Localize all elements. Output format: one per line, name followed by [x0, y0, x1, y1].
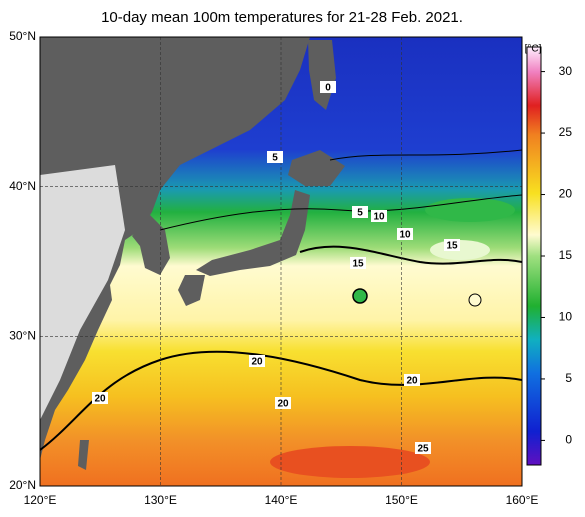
contour-label-box — [275, 397, 291, 409]
contour-label: 15 — [352, 259, 364, 270]
contour-label-box — [92, 392, 108, 404]
colorbar-tick-label: 30 — [559, 64, 573, 78]
contour-label-box — [320, 81, 336, 93]
kyushu — [178, 275, 205, 306]
lat-tick-label: 20°N — [9, 478, 36, 492]
axes: 120°E 130°E 140°E 150°E 160°E 20°N 30°N 40°N 50°… — [9, 29, 572, 507]
green-patch — [425, 198, 515, 222]
contour-label: 15 — [446, 241, 458, 252]
contour-label-box — [350, 257, 366, 269]
colorbar-unit: [°C] — [525, 44, 542, 55]
mainland — [40, 37, 310, 460]
contour-label-box — [404, 374, 420, 386]
contour-label: 20 — [406, 376, 418, 387]
map-area — [40, 37, 522, 486]
contour-label: 20 — [251, 357, 263, 368]
hokkaido — [288, 150, 345, 186]
contour-label: 5 — [272, 153, 278, 164]
contour-label: 10 — [399, 230, 411, 241]
contour-line — [299, 245, 522, 265]
taiwan — [78, 440, 89, 470]
map-frame — [39, 36, 523, 487]
colorbar-tick-label: 0 — [565, 433, 572, 447]
contour-line — [159, 194, 522, 231]
lat-tick-label: 40°N — [9, 179, 36, 193]
contour-label: 20 — [94, 394, 106, 405]
lon-tick-label: 130°E — [144, 493, 177, 507]
lat-tick-label: 50°N — [9, 29, 36, 43]
lon-tick-label: 140°E — [265, 493, 298, 507]
colorbar-tick-label: 25 — [559, 125, 573, 139]
title: 10-day mean 100m temperatures for 21-28 … — [101, 9, 463, 26]
colorbar-tick-label: 15 — [559, 248, 573, 262]
eddy — [468, 293, 482, 307]
contour-label-box — [267, 151, 283, 163]
contour-label-box — [444, 239, 460, 251]
contour-labels: 0 5 5 10 10 15 15 20 20 20 20 25 — [92, 81, 460, 455]
lon-tick-label: 120°E — [24, 493, 57, 507]
contour-label-box — [415, 442, 431, 454]
contour-label: 25 — [417, 444, 429, 455]
contour-label: 0 — [325, 83, 331, 94]
contour-label: 5 — [357, 208, 363, 219]
colorbar-tick-label: 20 — [559, 187, 573, 201]
honshu — [196, 190, 310, 276]
contour-label-box — [397, 228, 413, 240]
contour-line — [329, 149, 522, 161]
contour-label-box — [249, 355, 265, 367]
inland — [40, 165, 125, 420]
grid — [40, 37, 522, 486]
contour-label: 20 — [277, 399, 289, 410]
colorbar-tick-label: 5 — [565, 371, 572, 385]
colorbar — [526, 46, 542, 466]
warm-patch — [270, 446, 430, 478]
colorbar-tick-label: 10 — [559, 310, 573, 324]
contour-label: 10 — [373, 212, 385, 223]
lon-tick-label: 150°E — [385, 493, 418, 507]
lat-tick-label: 30°N — [9, 329, 36, 343]
contour-label-box — [371, 210, 387, 222]
eddy — [352, 288, 368, 304]
lon-tick-label: 160°E — [506, 493, 539, 507]
contour-label-box — [352, 206, 368, 218]
